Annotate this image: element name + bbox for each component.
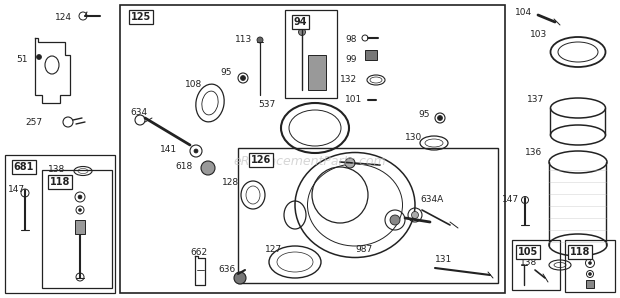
Bar [365,50,377,60]
Bar [42,170,112,288]
Circle shape [241,75,246,80]
Circle shape [412,212,418,218]
Text: 130: 130 [405,133,422,142]
Bar [565,240,615,292]
Circle shape [78,195,82,199]
Text: 118: 118 [50,177,70,187]
Text: 636: 636 [218,265,235,274]
Text: 95: 95 [418,110,430,119]
Text: eReplacementParts.com: eReplacementParts.com [234,156,386,168]
Text: 126: 126 [251,155,271,165]
Text: 147: 147 [502,195,519,204]
Text: 94: 94 [293,17,307,27]
Circle shape [194,149,198,153]
Circle shape [390,215,400,225]
Text: 634A: 634A [420,195,443,204]
Bar [75,220,85,234]
Circle shape [588,262,591,265]
Text: 101: 101 [345,95,362,104]
Text: 131: 131 [435,255,452,264]
Text: 104: 104 [515,8,532,17]
Text: 132: 132 [340,75,357,84]
Circle shape [345,158,355,168]
Text: 108: 108 [185,80,202,89]
Text: 987: 987 [355,245,372,254]
Circle shape [438,116,443,120]
Text: 138: 138 [520,258,538,267]
Text: 537: 537 [258,100,275,109]
Bar [120,5,505,293]
Circle shape [234,272,246,284]
Bar [238,148,498,283]
Bar [512,240,560,290]
Text: 141: 141 [160,145,177,154]
Text: 137: 137 [527,95,544,104]
Text: 257: 257 [25,118,42,127]
Text: 124: 124 [55,13,72,22]
Text: 125: 125 [131,12,151,22]
Text: 103: 103 [530,30,547,39]
Text: 634: 634 [130,108,147,117]
Circle shape [37,55,42,60]
Text: 95: 95 [220,68,231,77]
Text: 662: 662 [190,248,207,257]
Bar [285,10,337,98]
Bar [586,280,594,288]
Text: 105: 105 [518,247,538,257]
Bar [5,155,115,293]
Text: 118: 118 [570,247,590,257]
Text: 618: 618 [175,162,192,171]
Text: 113: 113 [235,35,252,44]
Text: 128: 128 [222,178,239,187]
Text: 127: 127 [265,245,282,254]
Circle shape [257,37,263,43]
Circle shape [79,209,81,212]
Text: 51: 51 [16,55,27,64]
Text: 681: 681 [14,162,34,172]
Bar [308,55,326,90]
Text: 98: 98 [345,35,356,44]
Circle shape [298,29,306,35]
Text: 147: 147 [8,185,25,194]
Circle shape [201,161,215,175]
Circle shape [588,272,591,275]
Text: 99: 99 [345,55,356,64]
Text: 136: 136 [525,148,542,157]
Text: 138: 138 [48,165,65,174]
